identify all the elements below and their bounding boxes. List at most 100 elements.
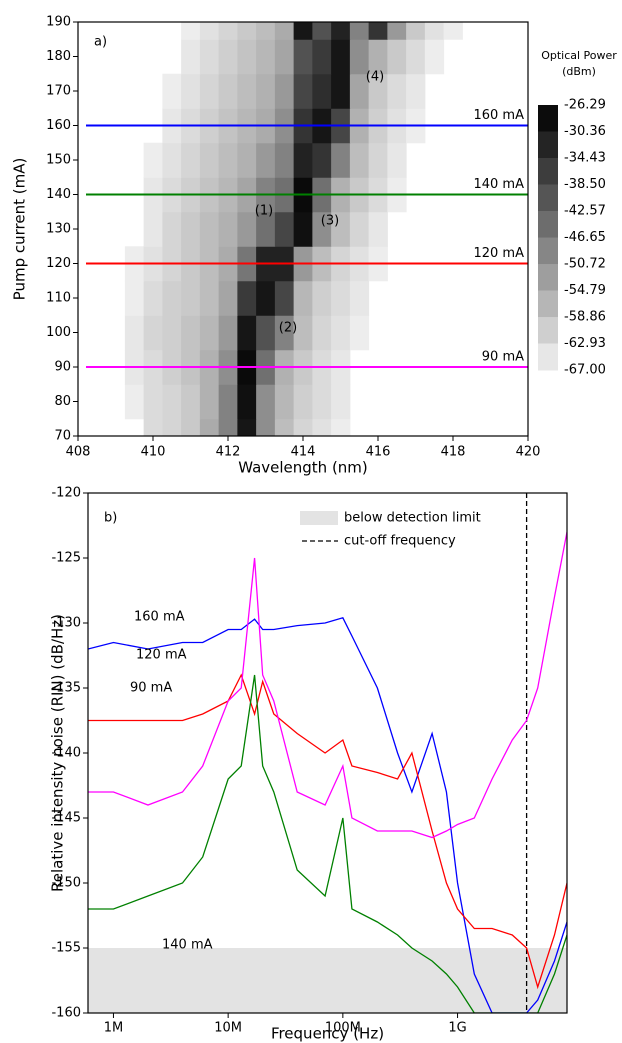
y-tick-label: -155 — [51, 941, 81, 956]
series-line — [88, 531, 567, 839]
x-tick-label: 420 — [516, 445, 541, 460]
x-axis-label: Frequency (Hz) — [271, 1025, 384, 1043]
heatmap-cell — [181, 418, 201, 436]
heatmap-cell — [349, 73, 370, 109]
heatmap-cell — [181, 142, 201, 178]
heatmap-cell — [199, 280, 220, 316]
annotation: (1) — [255, 204, 273, 219]
heatmap-cell — [181, 73, 201, 109]
heatmap-cell — [256, 280, 276, 316]
heatmap-cell — [143, 142, 163, 178]
heatmap-cell — [256, 22, 276, 40]
heatmap-cell — [293, 39, 313, 75]
colorbar-tick-label: -58.86 — [564, 310, 606, 325]
colorbar-tick-label: -62.93 — [564, 336, 606, 351]
y-tick-label: -150 — [51, 876, 81, 891]
heatmap-cell — [331, 142, 351, 178]
heatmap-cell — [349, 22, 370, 40]
series-label: 140 mA — [162, 938, 213, 953]
heatmap-cell — [368, 22, 388, 40]
heatmap-cell — [199, 315, 220, 351]
heatmap-cell — [199, 418, 220, 436]
heatmap-cell — [218, 315, 238, 351]
heatmap-cell — [406, 73, 426, 109]
plot-area — [88, 493, 567, 1013]
heatmap-cell — [387, 142, 407, 178]
heatmap-cell — [368, 211, 388, 247]
heatmap-cell — [199, 142, 220, 178]
y-tick-label: 110 — [46, 291, 71, 306]
heatmap-cell — [237, 315, 257, 351]
heatmap-cell — [293, 418, 313, 436]
legend-label: below detection limit — [344, 511, 481, 526]
x-tick-label: 410 — [141, 445, 166, 460]
colorbar-band — [538, 343, 558, 371]
colorbar-tick-label: -67.00 — [564, 363, 606, 378]
detection-region — [88, 948, 567, 1013]
heatmap-cell — [124, 280, 145, 316]
heatmap-cell — [274, 73, 295, 109]
heatmap-cell — [218, 73, 238, 109]
current-line-label: 160 mA — [473, 108, 524, 123]
annotation: (2) — [279, 321, 297, 336]
heatmap-cell — [293, 142, 313, 178]
heatmap-cell — [368, 73, 388, 109]
series-line — [88, 617, 567, 1013]
heatmap-cell — [162, 73, 182, 109]
heatmap-cell — [349, 39, 370, 75]
heatmap-cell — [162, 384, 182, 420]
colorbar-tick-label: -38.50 — [564, 177, 606, 192]
y-tick-label: 80 — [54, 394, 71, 409]
heatmap-cell — [181, 384, 201, 420]
heatmap-cell — [199, 384, 220, 420]
heatmap-cell — [124, 384, 145, 420]
heatmap-cell — [274, 211, 295, 247]
heatmap-cell — [293, 315, 313, 351]
heatmap-cell — [237, 22, 257, 40]
heatmap-cell — [256, 211, 276, 247]
heatmap-cell — [349, 142, 370, 178]
x-tick-label: 416 — [366, 445, 391, 460]
colorbar-tick-label: -46.65 — [564, 230, 606, 245]
heatmap-cell — [312, 418, 332, 436]
current-line-label: 120 mA — [473, 246, 524, 261]
heatmap-cell — [406, 22, 426, 40]
series-label: 90 mA — [130, 681, 172, 696]
heatmap-cell — [274, 315, 295, 351]
heatmap-cell — [237, 73, 257, 109]
heatmap-cell — [274, 142, 295, 178]
heatmap-cell — [331, 315, 351, 351]
colorbar-tick-label: -42.57 — [564, 203, 606, 218]
heatmap-cell — [199, 39, 220, 75]
y-tick-label: 160 — [46, 118, 71, 133]
current-line-label: 140 mA — [473, 177, 524, 192]
heatmap-cell — [237, 418, 257, 436]
heatmap-cell — [274, 418, 295, 436]
panel-label: b) — [104, 511, 117, 526]
y-axis-label: Pump current (mA) — [11, 158, 29, 301]
heatmap-cell — [162, 315, 182, 351]
y-tick-label: -160 — [51, 1006, 81, 1021]
x-axis-label: Wavelength (nm) — [238, 459, 368, 477]
series-label: 120 mA — [136, 648, 187, 663]
heatmap-cell — [349, 211, 370, 247]
colorbar-band — [538, 290, 558, 318]
heatmap-cell — [443, 22, 463, 40]
y-tick-label: -130 — [51, 616, 81, 631]
heatmap-cell — [199, 22, 220, 40]
heatmap-cell — [143, 280, 163, 316]
heatmap — [124, 22, 463, 436]
heatmap-cell — [312, 384, 332, 420]
colorbar-tick-label: -30.36 — [564, 124, 606, 139]
x-tick-label: 10M — [214, 1021, 242, 1036]
series-line — [88, 673, 567, 990]
x-tick-label: 412 — [216, 445, 241, 460]
heatmap-cell — [162, 280, 182, 316]
heatmap-cell — [331, 418, 351, 436]
y-tick-label: -135 — [51, 681, 81, 696]
heatmap-cell — [274, 384, 295, 420]
heatmap-cell — [312, 142, 332, 178]
heatmap-cell — [181, 315, 201, 351]
colorbar-band — [538, 264, 558, 292]
heatmap-cell — [256, 418, 276, 436]
